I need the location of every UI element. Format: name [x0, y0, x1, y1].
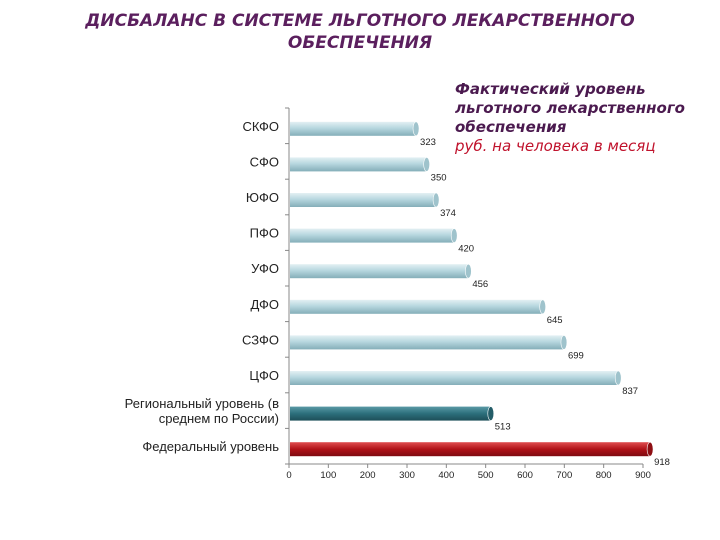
category-label-line: ПФО — [250, 226, 279, 241]
value-label: 323 — [420, 137, 436, 148]
category-label: СЗФО — [242, 332, 279, 347]
bar — [290, 442, 651, 457]
category-label-line: Региональный уровень (в — [125, 396, 279, 411]
value-label: 456 — [472, 279, 488, 290]
category-label-line: СФО — [250, 154, 279, 169]
bar-cap — [560, 335, 568, 350]
axis-layer: 0 100 200 300 400 500 600 700 800 900 — [285, 107, 651, 481]
chart-title-line2: ОБЕСПЕЧЕНИЯ — [287, 33, 433, 53]
category-label-line: ЮФО — [246, 190, 279, 205]
bar-cap — [614, 370, 622, 386]
bar-cap — [412, 121, 420, 137]
bar — [290, 121, 417, 136]
x-tick-label: 800 — [596, 470, 612, 481]
bar — [290, 335, 564, 350]
x-tick-label: 300 — [399, 470, 415, 481]
category-label: ДФО — [250, 297, 279, 312]
x-tick-label: 100 — [320, 470, 336, 481]
category-label-line: ДФО — [250, 297, 279, 312]
x-tick-label: 900 — [635, 470, 651, 481]
category-label: ЮФО — [246, 190, 279, 205]
category-label: СКФО — [242, 119, 279, 134]
bars-layer — [290, 121, 654, 457]
bar — [290, 193, 437, 207]
category-label: Федеральный уровень — [142, 439, 279, 454]
bar-cap — [487, 406, 495, 421]
bar — [290, 228, 455, 243]
value-label: 918 — [654, 457, 670, 468]
category-label-line: среднем по России) — [159, 411, 279, 426]
x-tick-label: 400 — [438, 470, 454, 481]
chart-annotation: Фактический уровень льготного лекарствен… — [455, 80, 715, 156]
category-label: Региональный уровень (в среднем по России… — [125, 396, 279, 426]
bar-cap — [539, 299, 547, 315]
category-label-line: ЦФО — [249, 368, 279, 383]
x-tick-label: 500 — [478, 470, 494, 481]
bar-cap — [423, 157, 430, 172]
bar-cap — [646, 441, 654, 457]
bar — [290, 157, 427, 172]
category-label: ЦФО — [249, 368, 279, 383]
value-label: 837 — [622, 386, 638, 397]
category-label-line: Федеральный уровень — [142, 439, 279, 454]
annotation-main-text: Фактический уровень льготного лекарствен… — [455, 80, 685, 136]
labels-layer: 323 СКФО 350 СФО 374 ЮФО 420 ПФО 456 УФО 645 ДФО 699… — [125, 119, 670, 468]
x-tick-label: 200 — [360, 470, 376, 481]
value-label: 374 — [440, 208, 456, 219]
value-label: 699 — [568, 350, 584, 361]
chart-title: ДИСБАЛАНС В СИСТЕМЕ ЛЬГОТНОГО ЛЕКАРСТВЕН… — [0, 10, 720, 54]
bar-cap — [465, 263, 472, 279]
bar — [290, 406, 491, 421]
bar-cap — [432, 192, 440, 208]
x-tick-label: 600 — [517, 470, 533, 481]
chart-title-line1: ДИСБАЛАНС В СИСТЕМЕ ЛЬГОТНОГО ЛЕКАРСТВЕН… — [85, 11, 635, 31]
value-label: 645 — [547, 315, 563, 326]
x-tick-label: 700 — [556, 470, 572, 481]
bar-cap — [450, 228, 458, 243]
bar — [290, 264, 469, 279]
annotation-unit-text: руб. на человека в месяц — [455, 137, 656, 155]
category-label: УФО — [251, 261, 279, 276]
bar — [290, 299, 543, 314]
bar — [290, 371, 619, 385]
x-tick-label: 0 — [286, 470, 291, 481]
value-label: 513 — [495, 422, 511, 433]
value-label: 420 — [458, 244, 474, 255]
value-label: 350 — [431, 172, 447, 183]
category-label-line: СКФО — [242, 119, 279, 134]
category-label: СФО — [250, 154, 279, 169]
category-label: ПФО — [250, 226, 279, 241]
category-label-line: СЗФО — [242, 332, 279, 347]
category-label-line: УФО — [251, 261, 279, 276]
